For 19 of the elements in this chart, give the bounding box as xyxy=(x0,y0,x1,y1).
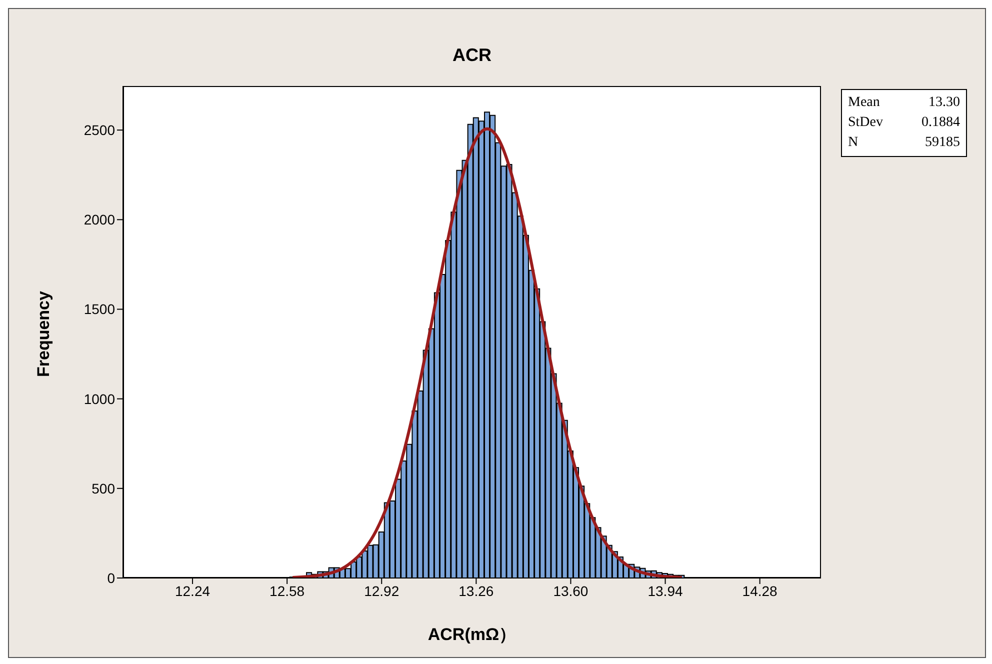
x-tick-label: 12.24 xyxy=(175,582,210,599)
x-tick-label: 12.92 xyxy=(364,582,400,599)
text: StDev 0.1884 xyxy=(848,115,960,130)
x-tick-label: 14.28 xyxy=(742,582,778,599)
y-tick-label: 2000 xyxy=(84,212,116,228)
text: Mean 13.30 xyxy=(848,95,960,110)
y-tick-label: 1500 xyxy=(84,301,116,318)
y-tick-label: 2500 xyxy=(84,122,116,138)
x-tick-label: 13.94 xyxy=(648,582,683,599)
x-tick-label: 13.60 xyxy=(553,582,588,599)
x-tick-label: 13.26 xyxy=(458,582,494,599)
y-tick-label: 500 xyxy=(92,480,116,496)
y-tick-label: 0 xyxy=(107,570,116,586)
text: N 59185 xyxy=(848,135,960,150)
x-axis-title: ACR(mΩ） xyxy=(428,625,516,644)
x-tick-label: 12.58 xyxy=(270,582,305,599)
chart-title: ACR xyxy=(452,45,492,66)
y-axis-title: Frequency xyxy=(34,290,54,377)
y-tick-label: 1000 xyxy=(84,390,116,407)
